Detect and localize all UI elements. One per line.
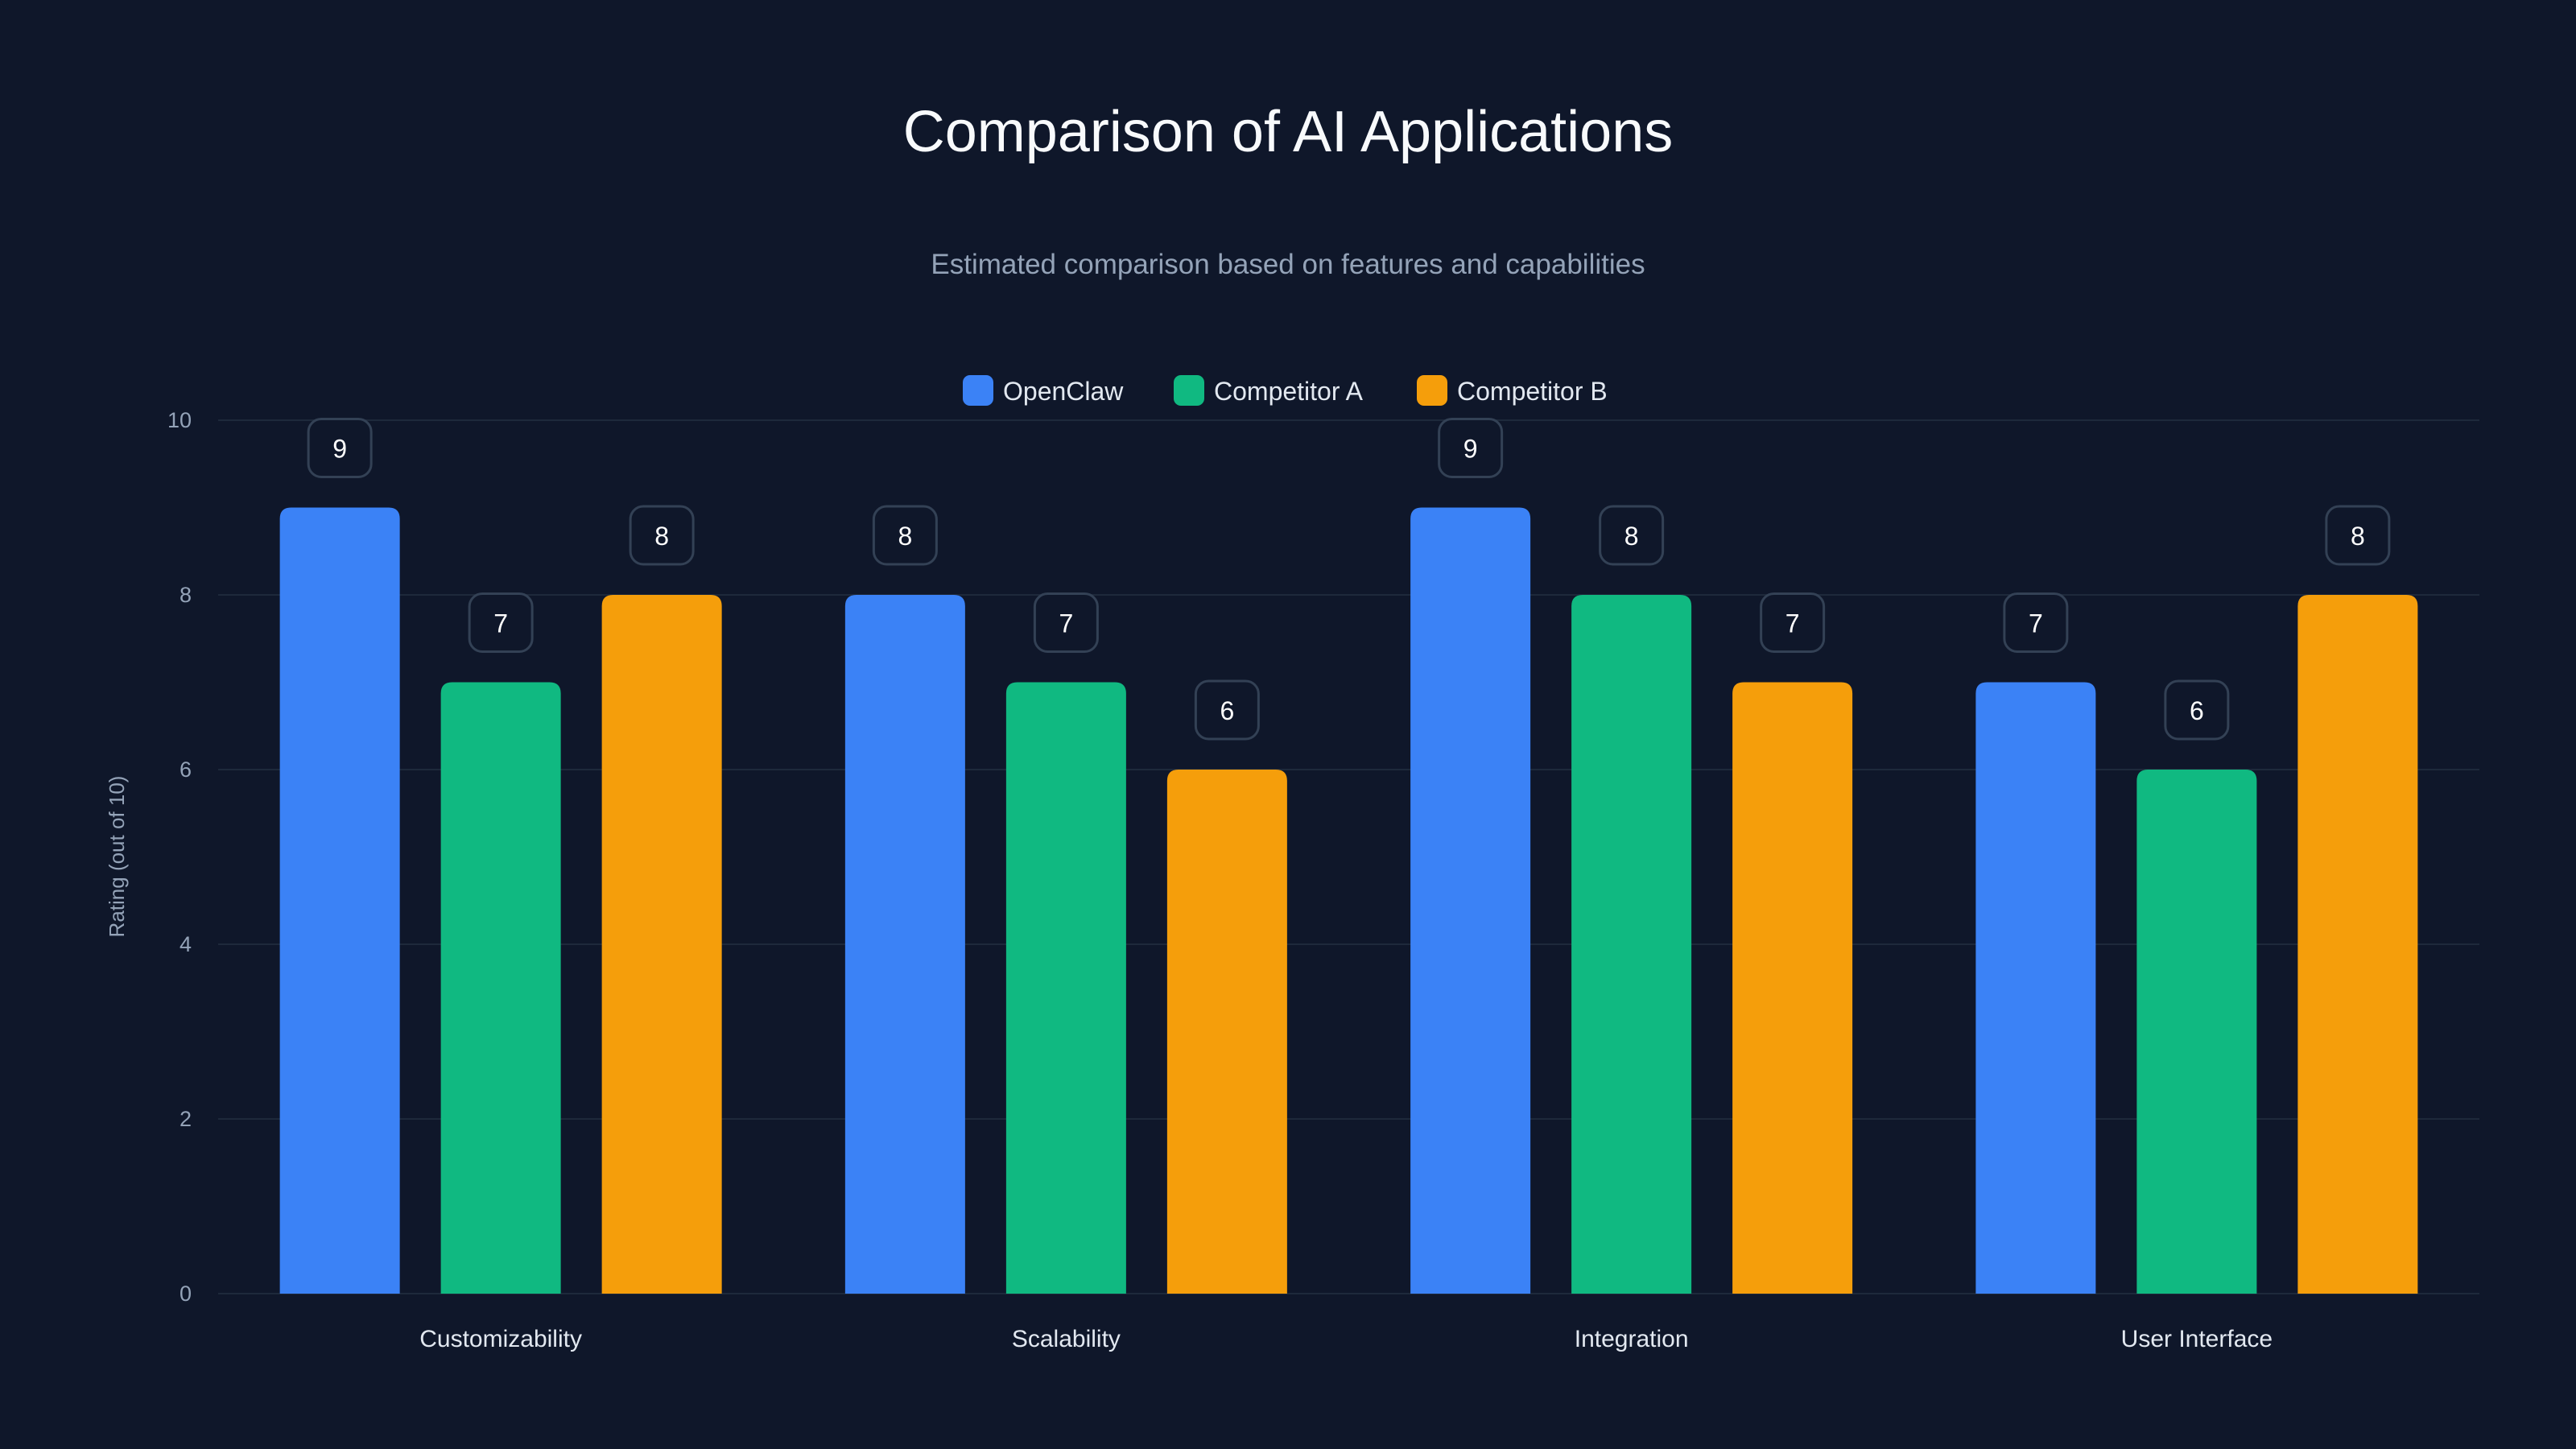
- data-label-badge: [2003, 592, 2069, 653]
- bar-competitor-a[interactable]: [1571, 595, 1692, 1294]
- bar-competitor-a[interactable]: [2136, 770, 2257, 1294]
- legend-label: Competitor B: [1457, 377, 1608, 406]
- data-label: 9: [332, 435, 347, 464]
- bar-competitor-b[interactable]: [2297, 595, 2418, 1294]
- data-label: 7: [2029, 609, 2043, 638]
- bar-openclaw[interactable]: [1975, 682, 2096, 1294]
- data-label-badge: [2325, 505, 2391, 566]
- data-label-badge: [872, 505, 938, 566]
- x-tick-label: Customizability: [419, 1326, 582, 1352]
- bar-competitor-b[interactable]: [601, 595, 722, 1294]
- data-label: 7: [493, 609, 508, 638]
- grid: [218, 419, 2479, 1294]
- bar-competitor-b[interactable]: [1732, 682, 1853, 1294]
- chart-subtitle: Estimated comparison based on features a…: [931, 249, 1645, 280]
- y-tick-label: 6: [180, 758, 192, 782]
- data-label-badge: [1760, 592, 1826, 653]
- y-tick-label: 2: [180, 1107, 192, 1131]
- data-label: 8: [1624, 522, 1639, 551]
- bar-competitor-a[interactable]: [440, 682, 561, 1294]
- y-tick-label: 8: [180, 583, 192, 607]
- legend-item-competitor-b[interactable]: Competitor B: [1417, 375, 1608, 406]
- chart-title: Comparison of AI Applications: [903, 100, 1674, 164]
- x-tick-label: Scalability: [1012, 1326, 1121, 1352]
- bar-openclaw[interactable]: [279, 507, 400, 1294]
- bar-competitor-b[interactable]: [1166, 770, 1287, 1294]
- legend-item-openclaw[interactable]: OpenClaw: [963, 375, 1124, 406]
- y-axis-label: Rating (out of 10): [105, 776, 129, 938]
- data-label: 7: [1059, 609, 1073, 638]
- data-label: 6: [2190, 696, 2204, 725]
- data-label: 7: [1785, 609, 1800, 638]
- bar-competitor-a[interactable]: [1005, 682, 1126, 1294]
- legend-swatch: [1174, 375, 1204, 406]
- legend-item-competitor-a[interactable]: Competitor A: [1174, 375, 1364, 406]
- y-tick-label: 10: [167, 408, 192, 432]
- legend-label: OpenClaw: [1003, 377, 1124, 406]
- bar-openclaw[interactable]: [1410, 507, 1531, 1294]
- data-label: 9: [1463, 435, 1478, 464]
- x-tick-label: Integration: [1575, 1326, 1689, 1352]
- bar-openclaw[interactable]: [844, 595, 965, 1294]
- data-label-badge: [307, 418, 373, 478]
- legend-swatch: [963, 375, 993, 406]
- y-axis-ticks: 0 2 4 6 8 10: [167, 408, 192, 1306]
- data-label-badge: [629, 505, 695, 566]
- data-label-badge: [1033, 592, 1099, 653]
- data-label-badge: [2164, 679, 2230, 741]
- data-label: 8: [898, 522, 912, 551]
- legend-swatch: [1417, 375, 1447, 406]
- data-label: 8: [654, 522, 669, 551]
- data-label: 6: [1220, 696, 1234, 725]
- data-label: 8: [2351, 522, 2365, 551]
- data-label-badge: [1194, 679, 1260, 741]
- legend: OpenClaw Competitor A Competitor B: [963, 375, 1608, 406]
- x-axis-categories: Customizability Scalability Integration Use…: [419, 1326, 2273, 1352]
- data-label-badge: [468, 592, 534, 653]
- y-tick-label: 0: [180, 1282, 192, 1306]
- data-label-badge: [1438, 418, 1504, 478]
- legend-label: Competitor A: [1214, 377, 1364, 406]
- bars: 9 7 8 8 7 6 9 8 7 7 6 8: [279, 418, 2418, 1294]
- y-tick-label: 4: [180, 932, 192, 956]
- data-label-badge: [1599, 505, 1665, 566]
- x-tick-label: User Interface: [2121, 1326, 2273, 1352]
